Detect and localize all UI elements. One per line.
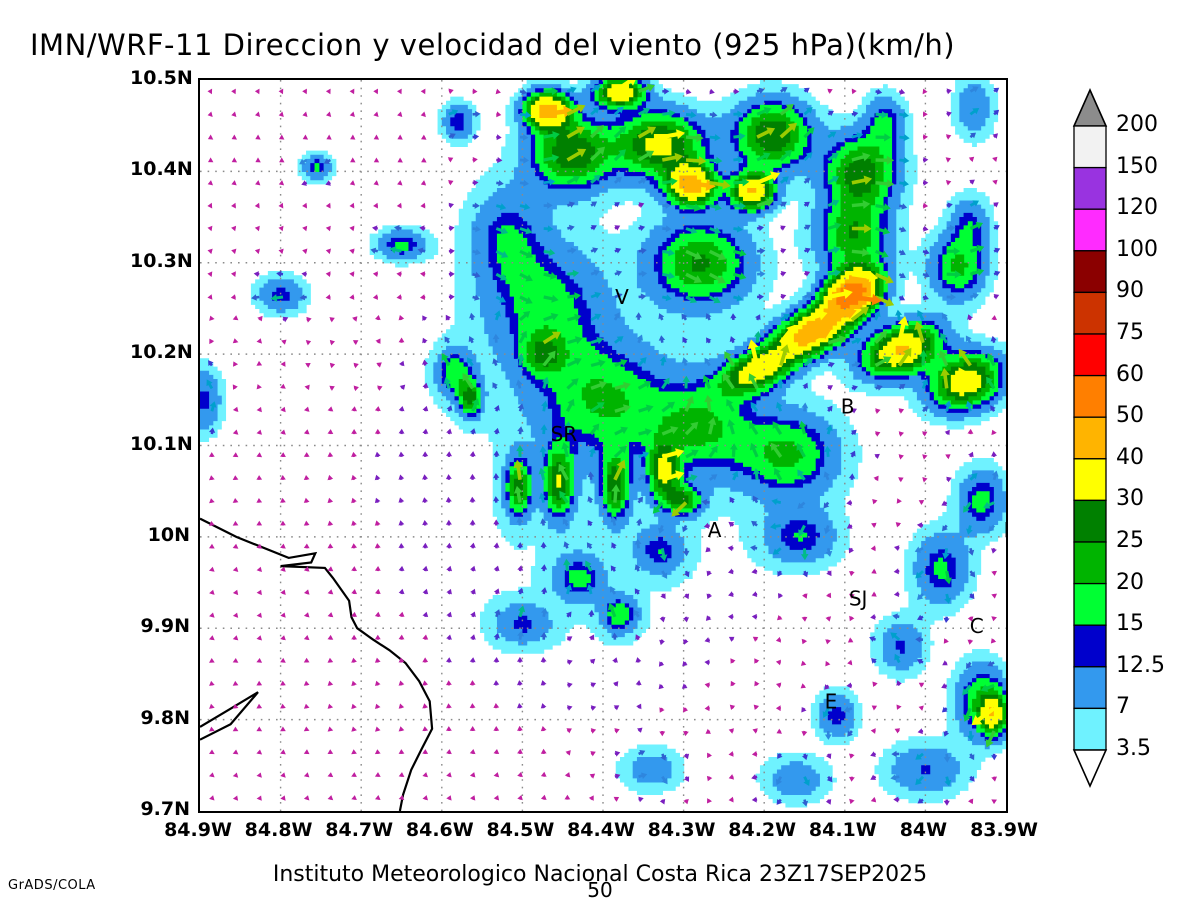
wind-vector-shaft xyxy=(851,294,877,303)
colorbar-band xyxy=(1073,291,1107,335)
wind-vector-shaft xyxy=(207,85,978,784)
colorbar-band xyxy=(1073,666,1107,710)
wind-vector-shaft xyxy=(463,85,996,745)
station-labels: V SR B A SJ C E I xyxy=(551,285,1006,714)
contour-band-region xyxy=(458,80,1006,733)
colorbar-band xyxy=(1073,541,1107,585)
colorbar-tick-label: 30 xyxy=(1116,486,1144,512)
colorbar-tick-label: 12.5 xyxy=(1116,652,1165,678)
colorbar-tick-label: 15 xyxy=(1116,611,1144,637)
map-gridlines xyxy=(200,80,1006,811)
y-tick-label: 9.9N xyxy=(140,615,190,638)
y-tick-label: 9.8N xyxy=(140,706,190,729)
wind-vector-shaft xyxy=(274,108,995,694)
grads-credit: GrADS/COLA xyxy=(8,878,96,893)
x-tick-label: 83.9W xyxy=(970,819,1038,841)
colorbar-band xyxy=(1073,499,1107,543)
y-tick-label: 10.5N xyxy=(130,67,193,89)
colorbar-band xyxy=(1073,333,1107,377)
colorbar-tick-label: 200 xyxy=(1116,112,1158,137)
x-tick-label: 84.1W xyxy=(808,819,877,841)
colorbar-under-arrow xyxy=(1072,749,1108,788)
colorbar-tick-label: 7 xyxy=(1116,694,1130,720)
colorbar-tick-label: 25 xyxy=(1116,528,1144,553)
colorbar-over-arrow xyxy=(1072,88,1108,127)
colorbar-tick-label: 90 xyxy=(1116,278,1144,304)
footer-attribution: Instituto Meteorologico Nacional Costa R… xyxy=(272,862,928,887)
contour-band-region xyxy=(314,80,1006,737)
page-title: IMN/WRF-11 Direccion y velocidad del vie… xyxy=(30,28,956,62)
wind-vector-shaft xyxy=(516,105,972,515)
station-label: E xyxy=(825,690,838,714)
contour-band-region xyxy=(200,80,1006,795)
x-tick-label: 84.5W xyxy=(486,819,555,841)
colorbar[interactable]: 200 150 120 100 90 75 60 50 40 30 25 20 15 12.5 7 3.5 xyxy=(1060,88,1200,818)
colorbar-band xyxy=(1073,707,1107,751)
colorbar-tick-label: 150 xyxy=(1116,153,1158,179)
y-tick-label: 10.1N xyxy=(130,432,193,455)
wind-vector-shaft xyxy=(442,89,996,719)
y-tick-label: 9.7N xyxy=(140,798,190,820)
wind-vector-shaft xyxy=(301,87,998,783)
colorbar-band xyxy=(1073,125,1107,169)
colorbar-tick-label: 100 xyxy=(1116,236,1158,262)
colorbar-tick-label: 20 xyxy=(1116,569,1144,595)
colorbar-tick-label: 40 xyxy=(1116,444,1144,470)
station-label: SJ xyxy=(849,586,868,610)
x-tick-label: 84.4W xyxy=(567,819,635,841)
x-tick-label: 84.2W xyxy=(728,819,797,841)
y-tick-label: 10.2N xyxy=(130,341,193,364)
y-tick-label: 10N xyxy=(147,523,190,546)
colorbar-swatches xyxy=(1072,88,1108,788)
colorbar-band xyxy=(1073,250,1107,294)
x-tick-label: 84.8W xyxy=(244,819,313,841)
colorbar-tick-label: 120 xyxy=(1116,195,1158,221)
colorbar-band xyxy=(1073,416,1107,460)
wind-vector-shaft xyxy=(613,80,996,724)
contour-band-region xyxy=(200,80,1006,775)
station-label: C xyxy=(970,614,984,638)
wind-vector-field xyxy=(206,80,1001,807)
x-tick-label: 84.6W xyxy=(405,819,474,841)
wind-vector-shaft xyxy=(543,108,853,345)
wind-field-plot: V SR B A SJ C E I xyxy=(200,80,1006,811)
coastline xyxy=(200,517,434,811)
colorbar-band xyxy=(1073,582,1107,626)
wind-vector-head xyxy=(871,293,882,306)
colorbar-tick-label: 60 xyxy=(1116,361,1144,387)
colorbar-band xyxy=(1073,208,1107,252)
x-tick-label: 84.3W xyxy=(647,819,716,841)
colorbar-band xyxy=(1073,624,1107,668)
colorbar-tick-label: 75 xyxy=(1116,320,1144,345)
colorbar-band xyxy=(1073,458,1107,502)
station-label: B xyxy=(841,395,855,419)
station-label: SR xyxy=(551,422,578,446)
colorbar-band xyxy=(1073,166,1107,210)
y-tick-label: 10.3N xyxy=(130,249,193,272)
map-plot-area[interactable]: V SR B A SJ C E I xyxy=(198,78,1008,813)
x-tick-label: 84.9W xyxy=(164,819,232,841)
x-tick-label: 84W xyxy=(899,819,948,841)
x-tick-label: 84.7W xyxy=(325,819,394,841)
wind-vector-head xyxy=(253,88,1000,806)
coastline-segment-main xyxy=(200,517,434,811)
station-label: I xyxy=(1004,518,1006,542)
reference-vector-label: 50 xyxy=(587,878,613,902)
colorbar-tick-label: 50 xyxy=(1116,403,1144,429)
colorbar-band xyxy=(1073,374,1107,418)
wind-vector-shaft xyxy=(254,87,995,804)
station-label: A xyxy=(708,518,722,542)
coastline-segment-south xyxy=(200,691,259,741)
colorbar-tick-label: 3.5 xyxy=(1116,736,1151,761)
station-label: V xyxy=(615,285,629,309)
contour-band-region xyxy=(200,80,1006,808)
y-tick-label: 10.4N xyxy=(130,158,193,181)
